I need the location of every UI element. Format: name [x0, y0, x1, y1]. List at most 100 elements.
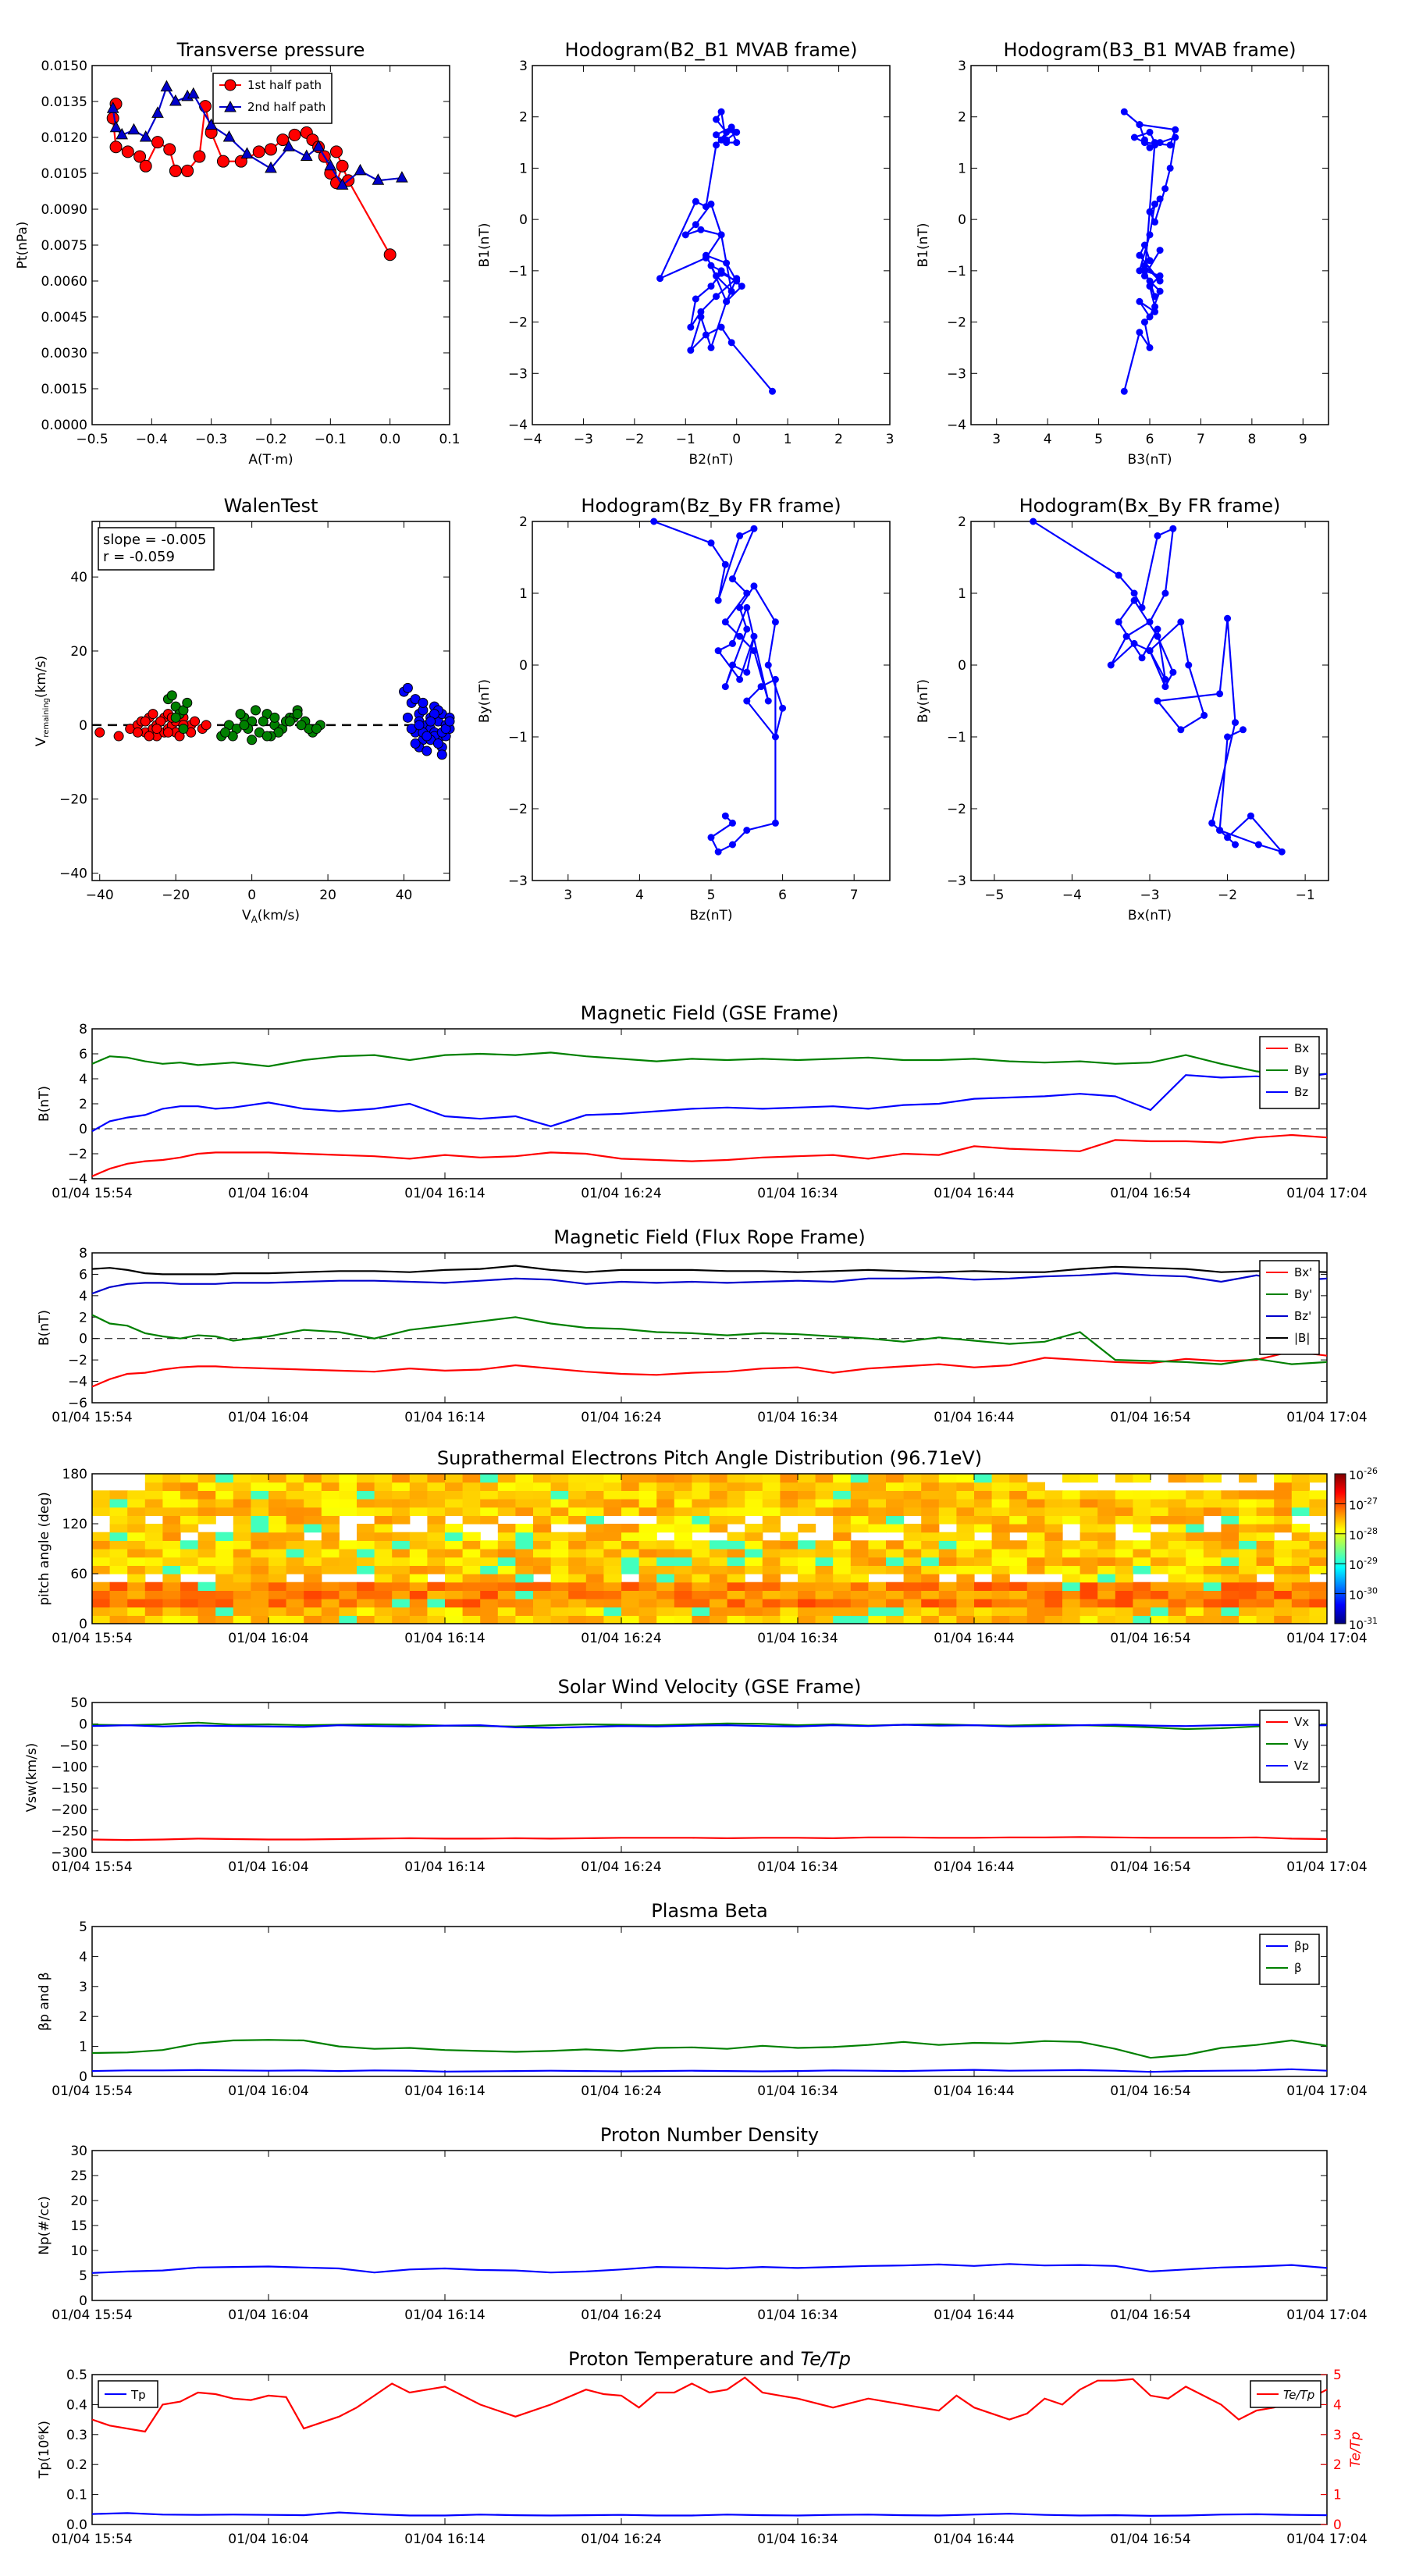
pad-cell	[180, 1482, 199, 1491]
hodo2-series-0-point	[1140, 262, 1148, 269]
pad-cell	[798, 1574, 816, 1583]
pad-cell	[180, 1615, 199, 1624]
pad-cell	[269, 1599, 287, 1608]
tp-legend-right-label: Te/Tp	[1283, 2388, 1314, 2402]
walen-series-1-point	[292, 709, 303, 720]
pad-cell	[621, 1549, 640, 1558]
hodo1-ytick-label: 0	[519, 212, 528, 228]
hodo2-series-0-point	[1151, 303, 1159, 311]
pad-cell	[568, 1540, 587, 1550]
pad-cell	[568, 1532, 587, 1541]
pad-cell	[568, 1549, 587, 1558]
pad-cell	[921, 1524, 940, 1533]
pad-cell	[921, 1507, 940, 1516]
pad-cell	[1133, 1515, 1151, 1525]
pad-cell	[92, 1540, 111, 1550]
hodo2-series-0-point	[1140, 318, 1148, 326]
walen-ylabel: Vremaining(km/s)	[34, 656, 51, 746]
hodo1-title: Hodogram(B2_B1 MVAB frame)	[565, 39, 858, 61]
pad-colorbar-label-exp: -31	[1364, 1616, 1378, 1626]
pad-cell	[638, 1590, 657, 1599]
pad-cell	[568, 1599, 587, 1608]
bfr-time-tick-label: 01/04 17:04	[1286, 1410, 1367, 1425]
pad-cell	[1026, 1515, 1045, 1525]
pad-cell	[1009, 1615, 1028, 1624]
pad-cell	[1256, 1557, 1275, 1566]
pad-cell	[1133, 1582, 1151, 1591]
pad-cell	[1133, 1549, 1151, 1558]
pad-cell	[1309, 1565, 1327, 1574]
pad-cell	[1256, 1599, 1275, 1608]
pad-cell	[991, 1507, 1010, 1516]
pad-cell	[92, 1499, 111, 1508]
pad-cell	[445, 1615, 464, 1624]
pad-cell	[515, 1590, 534, 1599]
pad-cell	[745, 1606, 763, 1616]
pad-cell	[1239, 1532, 1257, 1541]
pad-cell	[798, 1474, 816, 1483]
pad-cell	[745, 1590, 763, 1599]
pad-cell	[656, 1524, 675, 1533]
pt-series-1-point	[283, 140, 295, 151]
pad-cell	[1080, 1524, 1098, 1533]
pad-cell	[956, 1540, 975, 1550]
pad-cell	[1203, 1540, 1222, 1550]
pad-cell	[445, 1574, 464, 1583]
pad-cell	[462, 1606, 481, 1616]
pad-cell	[727, 1582, 745, 1591]
pad-cell	[1309, 1532, 1327, 1541]
walen-series-0-point	[201, 720, 212, 731]
pad-cell	[233, 1532, 251, 1541]
pad-cell	[1097, 1615, 1116, 1624]
pad-cell	[638, 1540, 657, 1550]
hodo1-xtick-label: −3	[574, 432, 593, 447]
pad-cell	[392, 1515, 411, 1525]
pt-series-1-point	[151, 106, 164, 118]
pad-cell	[568, 1565, 587, 1574]
hodo3-series-0-point	[771, 675, 779, 683]
walen-xtick-label: −40	[86, 888, 114, 903]
pad-cell	[974, 1524, 993, 1533]
hodo4-xtick-label: −3	[1140, 888, 1159, 903]
pad-cell	[392, 1499, 411, 1508]
pad-cell	[480, 1582, 499, 1591]
pad-cell	[180, 1582, 199, 1591]
pad-cell	[815, 1474, 834, 1483]
pad-cell	[533, 1565, 552, 1574]
pad-cell	[727, 1557, 745, 1566]
pad-cell	[585, 1515, 604, 1525]
pad-cell	[180, 1590, 199, 1599]
pad-cell	[780, 1490, 799, 1500]
pad-cell	[392, 1615, 411, 1624]
pad-cell	[374, 1532, 393, 1541]
pad-cell	[215, 1574, 234, 1583]
pad-cell	[339, 1482, 357, 1491]
pad-cell	[233, 1599, 251, 1608]
pad-cell	[638, 1557, 657, 1566]
pad-cell	[1291, 1524, 1310, 1533]
pad-cell	[991, 1606, 1010, 1616]
pad-cell	[374, 1549, 393, 1558]
pad-cell	[269, 1490, 287, 1500]
pad-cell	[1186, 1515, 1204, 1525]
hodo2-series-0-point	[1156, 247, 1164, 254]
pad-cell	[215, 1549, 234, 1558]
pad-cell	[1274, 1499, 1293, 1508]
hodo3-series-0-point	[750, 647, 758, 655]
pad-cell	[1026, 1532, 1045, 1541]
pad-cell	[585, 1582, 604, 1591]
hodo3-plot-frame	[532, 521, 891, 881]
pad-cell	[215, 1540, 234, 1550]
pad-cell	[798, 1540, 816, 1550]
pad-cell	[850, 1565, 869, 1574]
pad-cell	[515, 1524, 534, 1533]
pt-legend-marker	[224, 79, 237, 91]
pad-cell	[1062, 1540, 1081, 1550]
walen-series-1-point	[247, 735, 258, 745]
pad-cell	[180, 1474, 199, 1483]
pad-cell	[233, 1507, 251, 1516]
pad-cell	[339, 1507, 357, 1516]
walen-series-1-point	[239, 720, 250, 731]
pad-cell	[727, 1532, 745, 1541]
pad-cell	[603, 1565, 622, 1574]
